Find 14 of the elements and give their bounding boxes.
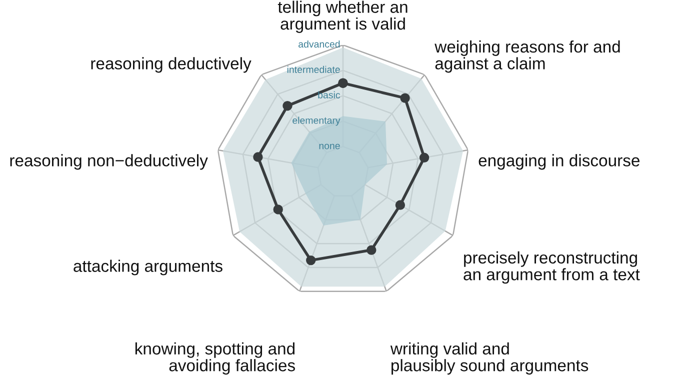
y-tick-label: basic (318, 91, 340, 98)
spoke-label: reasoning non−deductively (10, 154, 208, 170)
spoke-label: weighing reasons for and against a claim (434, 40, 620, 73)
spoke-label: telling whether an argument is valid (278, 0, 408, 33)
y-tick-label: elementary (292, 116, 340, 126)
spoke-label: knowing, spotting and avoiding fallacies (135, 342, 295, 375)
spoke-label: engaging in discourse (478, 154, 640, 170)
y-tick-label: advanced (298, 40, 340, 48)
spoke-label: reasoning deductively (91, 57, 252, 73)
spoke-label: writing valid and plausibly sound arguments (390, 342, 588, 375)
spoke-label: attacking arguments (74, 260, 222, 276)
y-tick-label: intermediate (287, 66, 340, 74)
y-tick-label: none (319, 144, 340, 150)
spoke-label: precisely reconstructing an argument from a text (464, 251, 640, 284)
